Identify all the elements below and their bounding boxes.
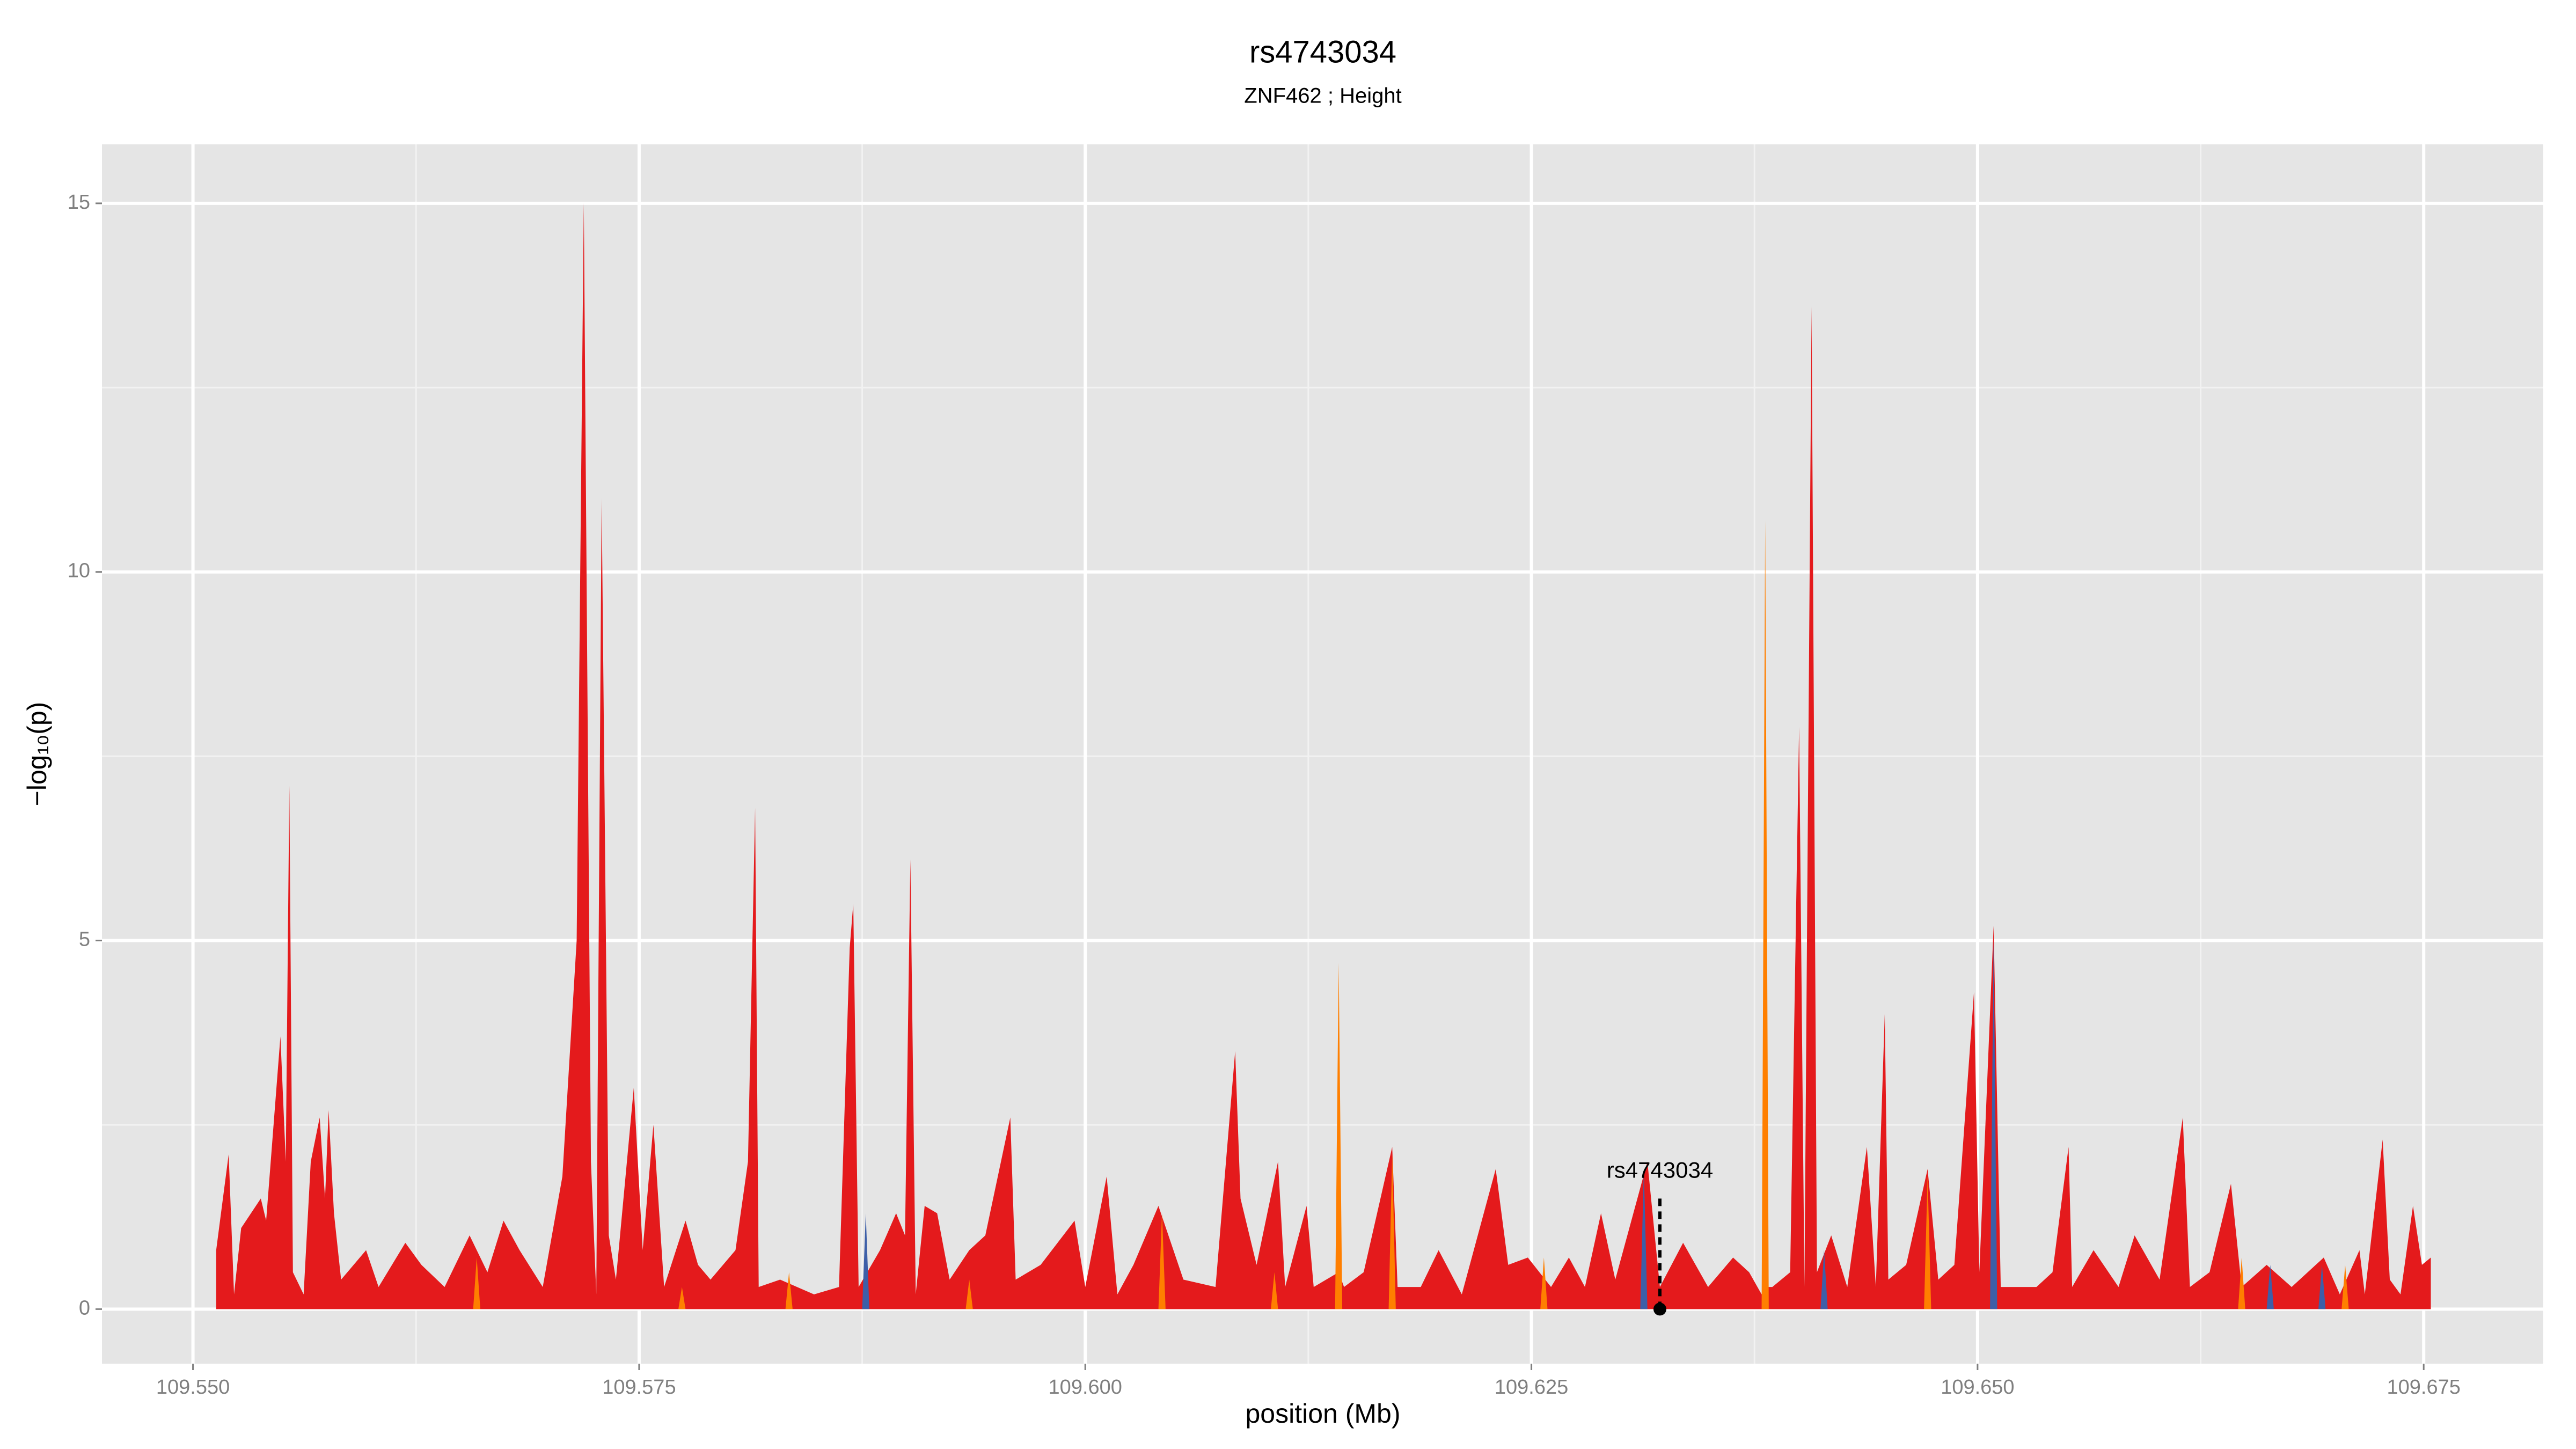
x-tick-label: 109.675	[2387, 1376, 2461, 1399]
x-axis-label: position (Mb)	[1246, 1399, 1401, 1429]
y-axis-label: −log₁₀(p)	[22, 702, 52, 807]
y-tick-label: 0	[79, 1297, 90, 1319]
x-tick-label: 109.575	[602, 1376, 676, 1399]
y-tick-label: 10	[68, 560, 90, 582]
annotation-point	[1653, 1302, 1666, 1316]
x-tick-label: 109.625	[1495, 1376, 1568, 1399]
x-tick-label: 109.650	[1941, 1376, 2014, 1399]
x-tick-label: 109.600	[1049, 1376, 1122, 1399]
y-tick-label: 15	[68, 191, 90, 214]
y-tick-label: 5	[79, 928, 90, 951]
x-tick-label: 109.550	[156, 1376, 230, 1399]
plot-panel	[102, 144, 2543, 1364]
chart-title: rs4743034	[1249, 34, 1396, 69]
annotation-label: rs4743034	[1607, 1157, 1714, 1182]
chart-subtitle: ZNF462 ; Height	[1244, 84, 1401, 108]
